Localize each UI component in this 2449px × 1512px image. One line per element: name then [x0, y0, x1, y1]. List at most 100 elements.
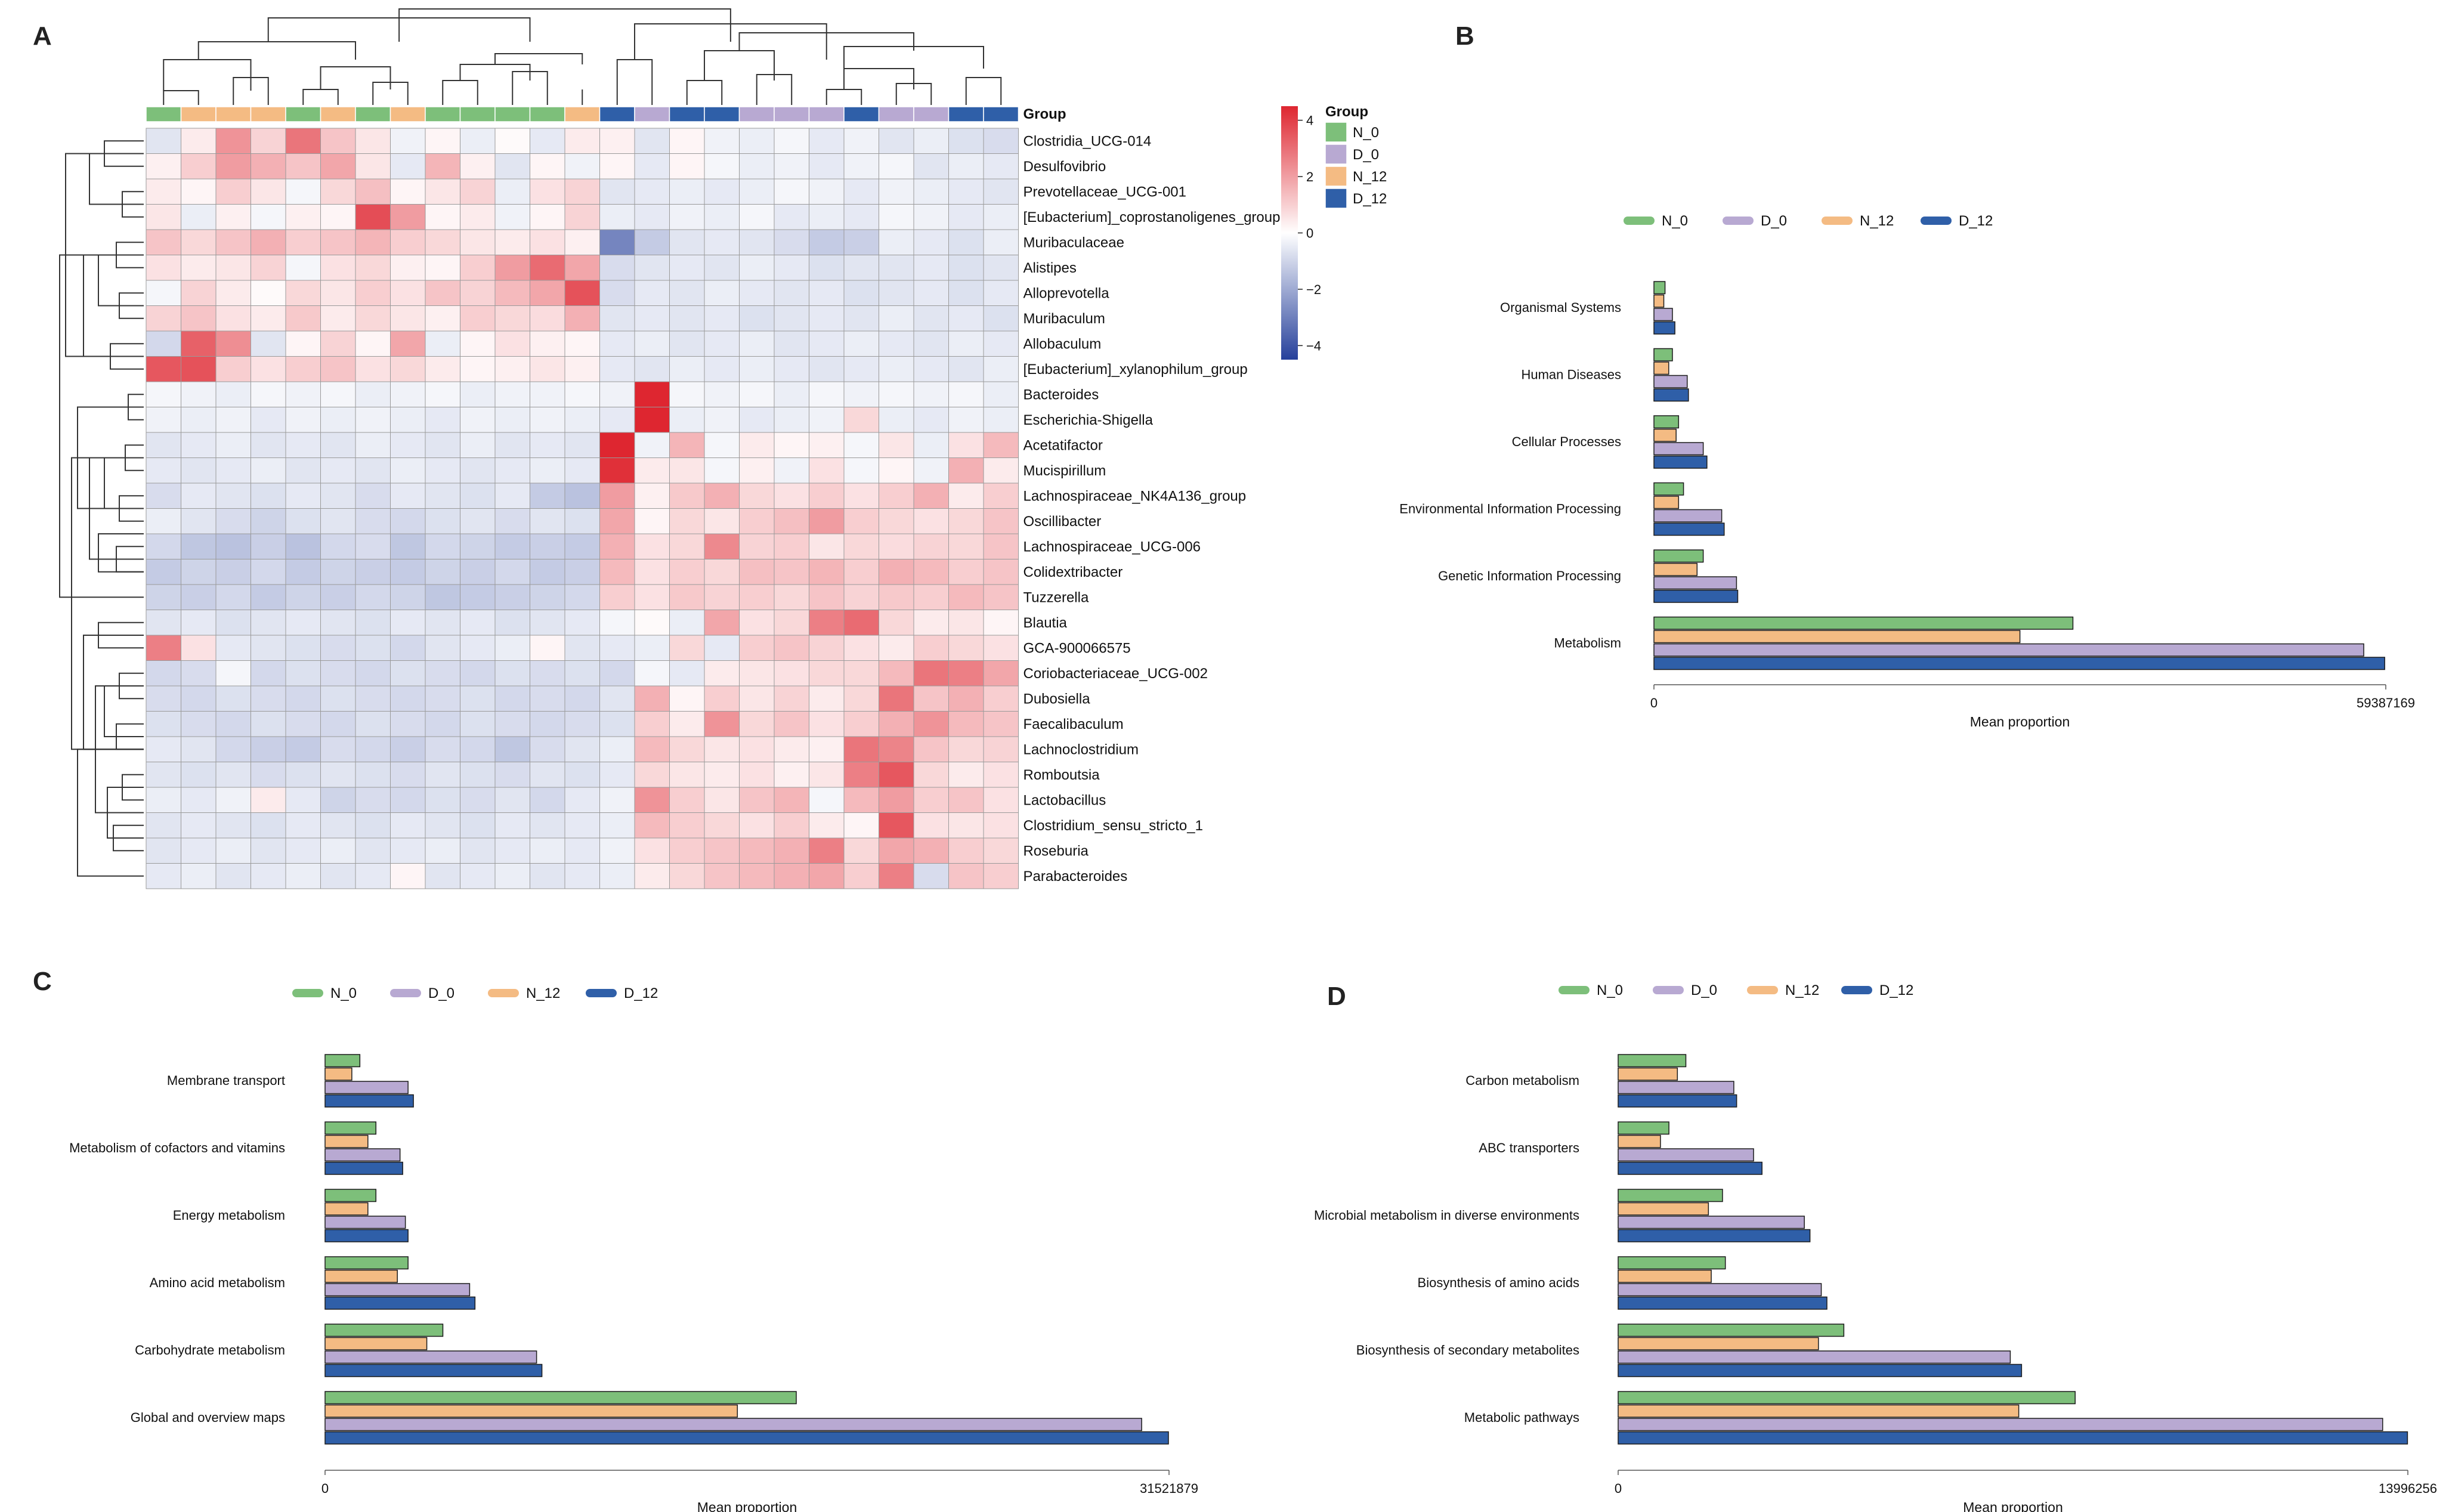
heatmap-cell — [809, 178, 845, 205]
bar-n-12 — [324, 1337, 428, 1350]
heatmap-cell — [809, 685, 845, 712]
group-annotation-cell — [564, 106, 601, 122]
heatmap-cell — [530, 736, 565, 762]
heatmap-cell — [634, 330, 670, 357]
heatmap-cell — [285, 128, 321, 154]
panel-label-d: D — [1327, 982, 1346, 1011]
heatmap-cell — [494, 255, 530, 281]
heatmap-cell — [181, 280, 217, 306]
heatmap-row-label: Parabacteroides — [1023, 868, 1128, 885]
heatmap-cell — [355, 685, 391, 712]
heatmap-cell — [355, 736, 391, 762]
heatmap-legend-swatch — [1325, 144, 1347, 165]
heatmap-row-label: Lachnospiraceae_UCG-006 — [1023, 539, 1201, 555]
heatmap-cell — [285, 483, 321, 509]
heatmap-cell — [181, 483, 217, 509]
heatmap-cell — [285, 533, 321, 559]
heatmap-cell — [564, 837, 600, 864]
heatmap-cell — [425, 128, 460, 154]
heatmap-cell — [320, 762, 356, 788]
heatmap-cell — [564, 280, 600, 306]
heatmap-cell — [599, 280, 635, 306]
dendrogram-branch — [616, 59, 653, 105]
heatmap-cell — [564, 356, 600, 382]
heatmap-cell — [564, 457, 600, 484]
heatmap-cell — [390, 204, 426, 230]
bar-d-0 — [324, 1283, 471, 1297]
heatmap-cell — [634, 407, 670, 433]
heatmap-cell — [599, 559, 635, 585]
heatmap-cell — [460, 787, 496, 813]
heatmap-cell — [215, 153, 251, 180]
bar-n-12 — [1653, 294, 1665, 308]
heatmap-cell — [774, 153, 809, 180]
heatmap-cell — [215, 762, 251, 788]
heatmap-cell — [599, 685, 635, 712]
heatmap-cell — [809, 863, 845, 889]
group-annotation-cell — [425, 106, 461, 122]
heatmap-cell — [634, 787, 670, 813]
heatmap-cell — [494, 483, 530, 509]
heatmap-cell — [983, 584, 1019, 610]
bar-n-12 — [1618, 1269, 1712, 1283]
heatmap-cell — [809, 128, 845, 154]
bar-n-0 — [1653, 616, 2074, 630]
heatmap-cell — [320, 330, 356, 357]
heatmap-cell — [146, 381, 181, 407]
heatmap-cell — [215, 610, 251, 636]
heatmap-cell — [634, 305, 670, 332]
category-label: Metabolic pathways — [1464, 1410, 1579, 1425]
heatmap-cell — [564, 153, 600, 180]
heatmap-cell — [774, 762, 809, 788]
heatmap-cell — [530, 305, 565, 332]
heatmap-cell — [948, 508, 984, 534]
heatmap-cell — [599, 128, 635, 154]
heatmap-cell — [983, 559, 1019, 585]
heatmap-cell — [599, 837, 635, 864]
heatmap-cell — [251, 812, 286, 839]
group-annotation-cell — [983, 106, 1019, 122]
heatmap-cell — [320, 457, 356, 484]
heatmap-cell — [599, 863, 635, 889]
legend-swatch-n-0 — [292, 989, 323, 997]
heatmap-cell — [843, 153, 879, 180]
heatmap-cell — [460, 812, 496, 839]
heatmap-cell — [251, 381, 286, 407]
bar-n-0 — [1618, 1256, 1726, 1270]
heatmap-cell — [879, 559, 914, 585]
heatmap-row-label: Oscillibacter — [1023, 514, 1102, 530]
heatmap-cell — [530, 153, 565, 180]
heatmap-cell — [913, 178, 949, 205]
heatmap-row-label: Faecalibaculum — [1023, 716, 1124, 732]
group-annotation-cell — [529, 106, 565, 122]
heatmap-cell — [425, 762, 460, 788]
heatmap-cell — [983, 330, 1019, 357]
heatmap-cell — [634, 153, 670, 180]
heatmap-cell — [285, 280, 321, 306]
heatmap-cell — [251, 432, 286, 458]
heatmap-cell — [809, 559, 845, 585]
heatmap-cell — [530, 457, 565, 484]
heatmap-cell — [983, 533, 1019, 559]
heatmap-row-label: Acetatifactor — [1023, 437, 1103, 453]
heatmap-cell — [704, 330, 740, 357]
heatmap-cell — [983, 736, 1019, 762]
heatmap-row-label: Lachnospiraceae_NK4A136_group — [1023, 488, 1247, 504]
heatmap-cell — [983, 153, 1019, 180]
heatmap-cell — [494, 407, 530, 433]
heatmap-cell — [879, 508, 914, 534]
bar-d-12 — [324, 1431, 1169, 1445]
heatmap-cell — [599, 762, 635, 788]
heatmap-cell — [809, 356, 845, 382]
heatmap-row-label: Alistipes — [1023, 260, 1077, 276]
heatmap-cell — [494, 533, 530, 559]
bar-n-12 — [324, 1134, 369, 1148]
heatmap-cell — [948, 178, 984, 205]
heatmap-cell — [215, 229, 251, 255]
heatmap-cell — [843, 584, 879, 610]
heatmap-cell — [983, 280, 1019, 306]
heatmap-cell — [355, 837, 391, 864]
group-annotation-cell — [494, 106, 531, 122]
heatmap-cell — [355, 381, 391, 407]
heatmap-cell — [425, 356, 460, 382]
